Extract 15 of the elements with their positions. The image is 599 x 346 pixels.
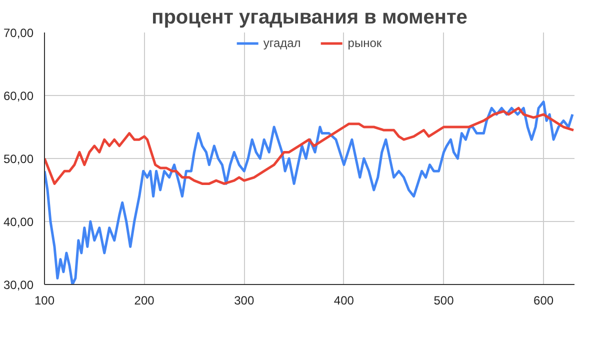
legend-label: рынок xyxy=(348,36,382,50)
chart-title: процент угадывания в моменте xyxy=(152,6,468,28)
legend-label: угадал xyxy=(263,36,301,50)
x-tick-label: 300 xyxy=(234,294,254,308)
x-tick-label: 100 xyxy=(34,294,55,308)
x-tick-label: 600 xyxy=(534,294,554,308)
x-tick-label: 500 xyxy=(434,294,454,308)
y-tick-label: 40,00 xyxy=(3,215,34,229)
x-tick-label: 200 xyxy=(134,294,155,308)
y-tick-label: 70,00 xyxy=(3,26,34,40)
x-tick-label: 400 xyxy=(334,294,354,308)
y-tick-label: 60,00 xyxy=(3,89,34,103)
y-tick-label: 50,00 xyxy=(3,152,34,166)
line-series xyxy=(44,106,574,185)
y-tick-label: 30,00 xyxy=(3,278,34,292)
